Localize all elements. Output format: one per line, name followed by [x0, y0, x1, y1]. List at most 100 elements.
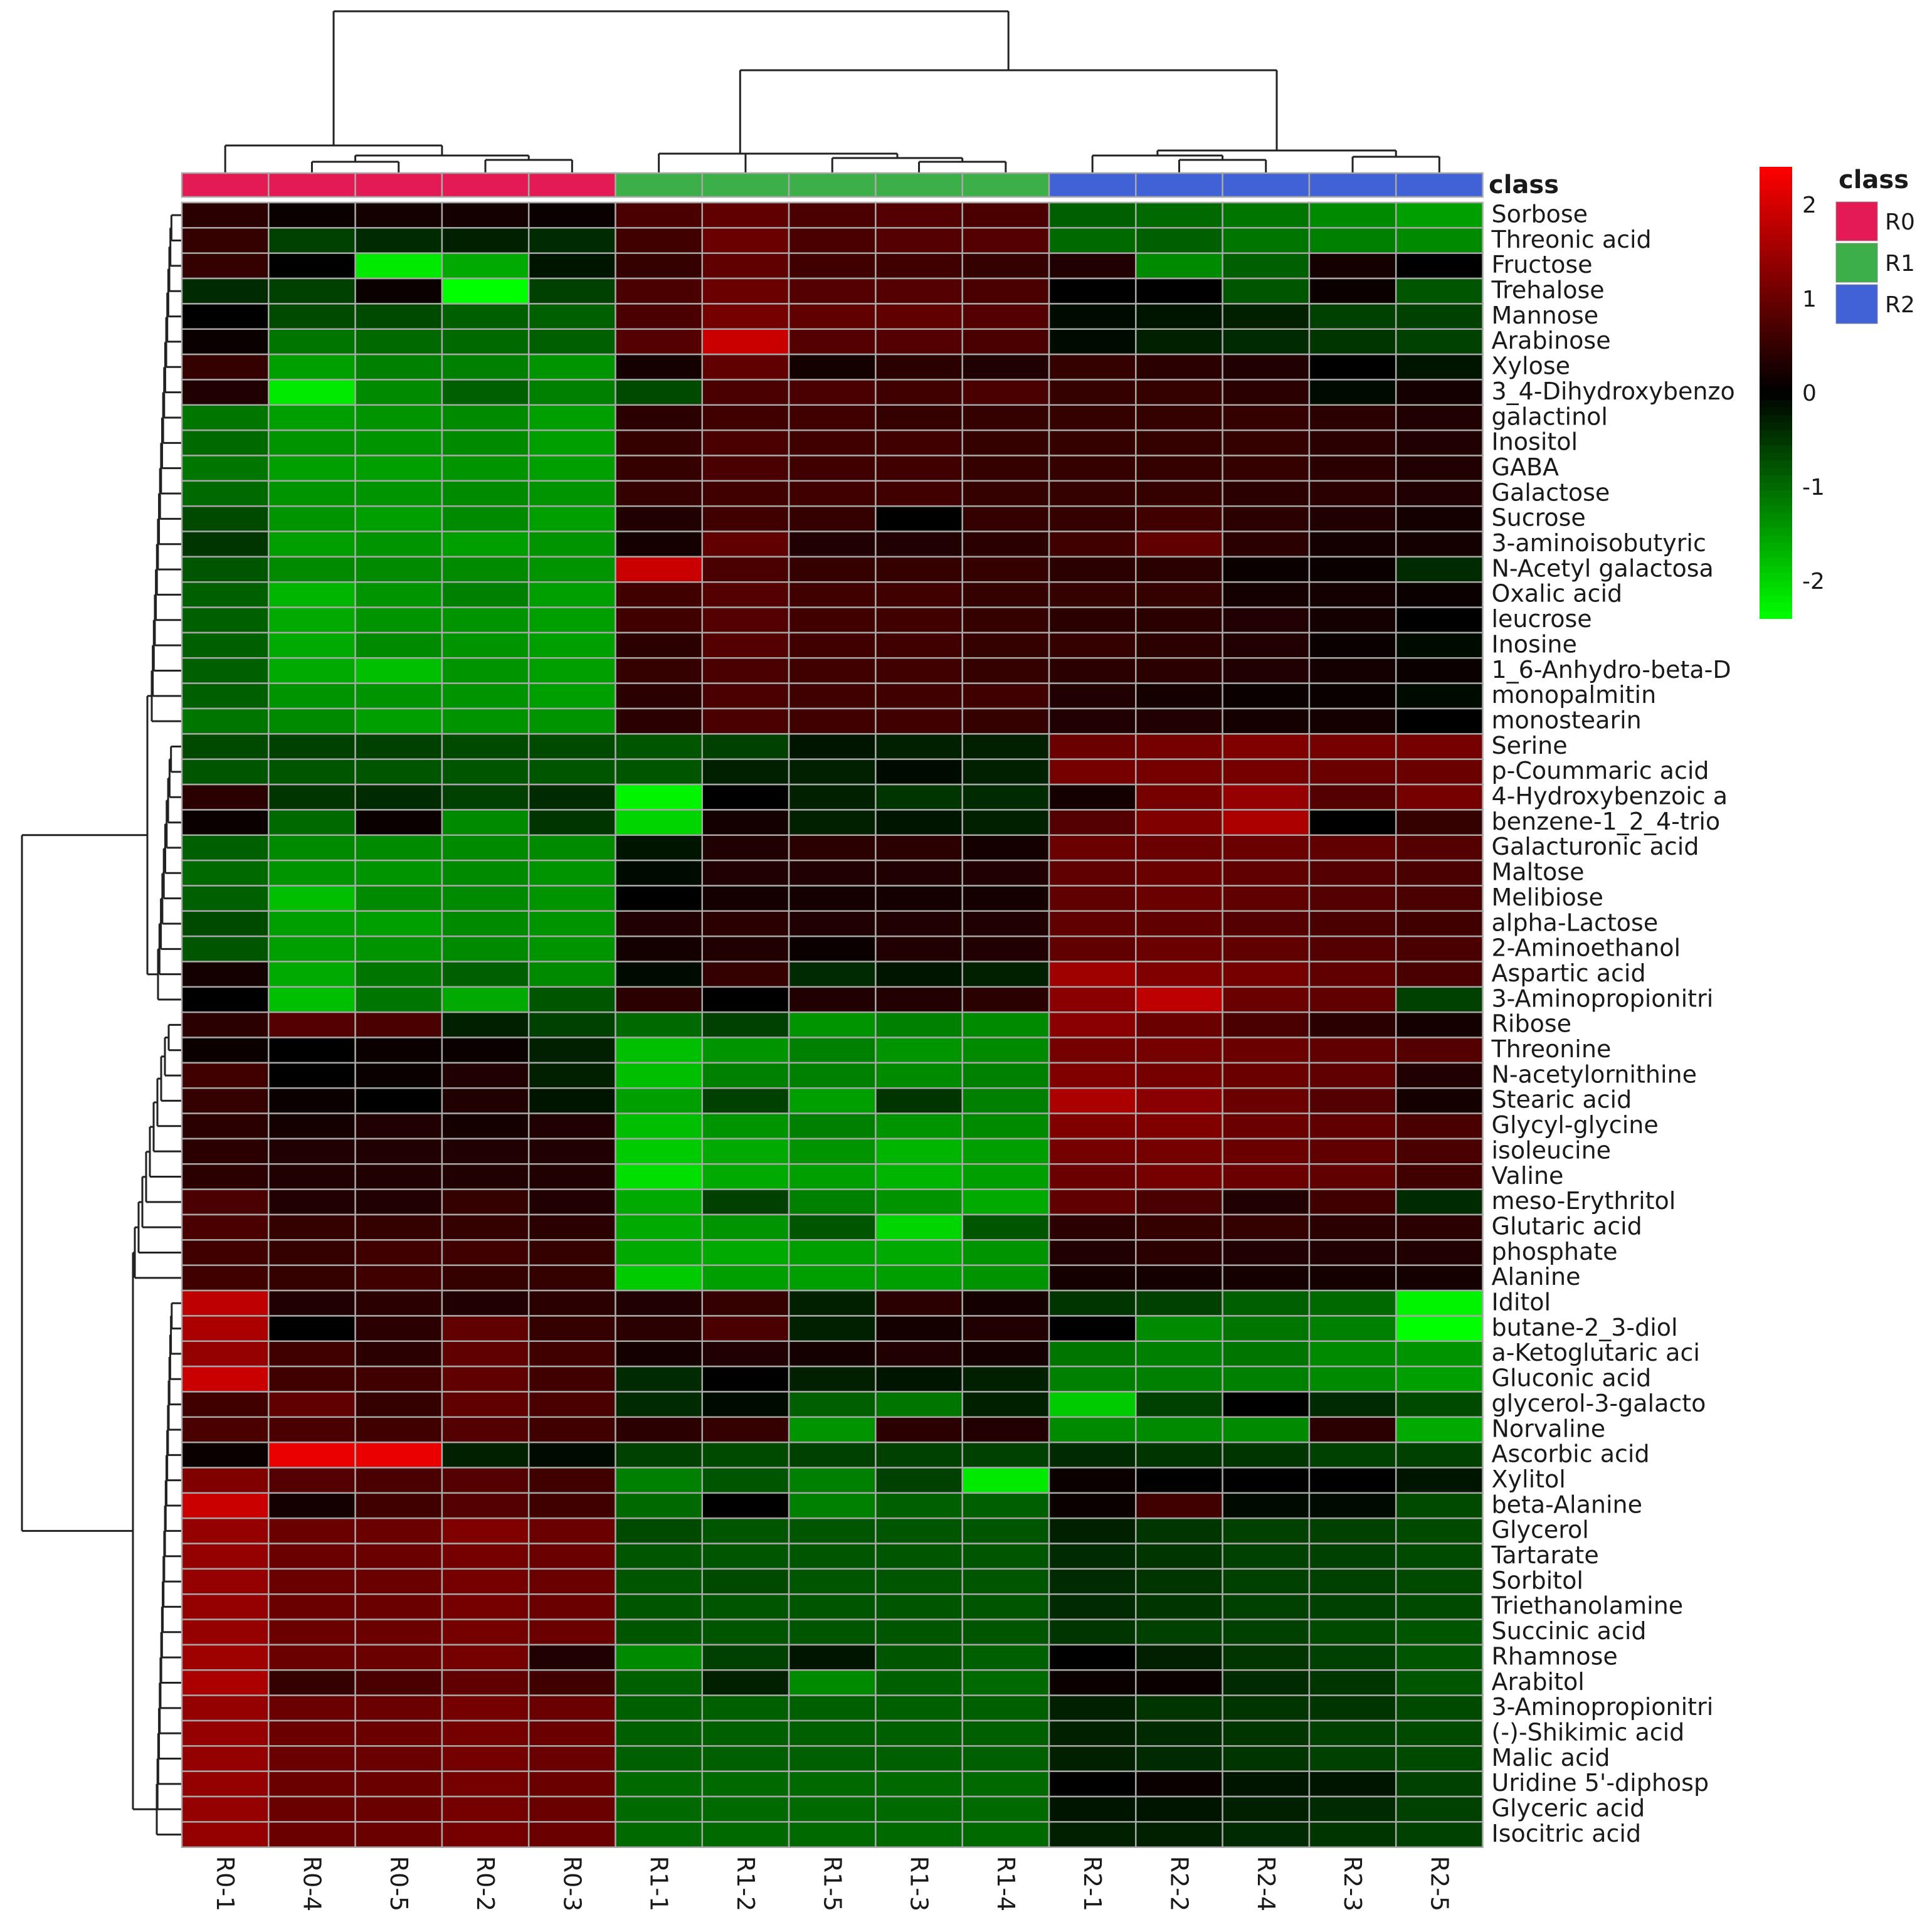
heatmap-cell: [1048, 1062, 1137, 1089]
heatmap-cell: [1395, 834, 1484, 862]
color-scale-segment: [1760, 325, 1792, 333]
heatmap-cell: [1135, 1618, 1223, 1646]
heatmap-cell: [615, 910, 704, 937]
heatmap-cell: [788, 1441, 877, 1469]
heatmap-cell: [268, 1188, 356, 1216]
row-label: 2-Aminoethanol: [1492, 934, 1681, 962]
row-label: Uridine 5'-diphosp: [1492, 1769, 1709, 1797]
heatmap-cell: [701, 758, 790, 786]
heatmap-cell: [1222, 1062, 1311, 1089]
heatmap-cell: [354, 531, 443, 558]
heatmap-cell: [1308, 1011, 1397, 1038]
heatmap-cell: [1135, 1745, 1223, 1772]
heatmap-cell: [181, 1239, 270, 1266]
heatmap-cell: [701, 682, 790, 710]
heatmap-cell: [1135, 1719, 1223, 1747]
heatmap-cell: [701, 1644, 790, 1671]
heatmap-cell: [441, 1593, 530, 1620]
heatmap-cell: [181, 1543, 270, 1570]
heatmap-cell: [788, 1669, 877, 1696]
heatmap-cell: [354, 303, 443, 330]
heatmap-cell: [1135, 1138, 1223, 1165]
heatmap-cell: [1135, 707, 1223, 735]
heatmap-cell: [354, 707, 443, 735]
heatmap-cell: [615, 1795, 704, 1823]
heatmap-cell: [1308, 910, 1397, 937]
row-label: Inosine: [1492, 630, 1577, 658]
heatmap-cell: [961, 657, 1050, 684]
heatmap-cell: [961, 1644, 1050, 1671]
heatmap-cell: [1395, 1416, 1484, 1444]
color-scale-segment: [1760, 536, 1792, 544]
heatmap-cell: [181, 1719, 270, 1747]
heatmap-cell: [701, 531, 790, 558]
heatmap-cell: [1308, 1239, 1397, 1266]
heatmap-cell: [354, 733, 443, 760]
heatmap-cell: [1395, 252, 1484, 280]
heatmap-cell: [181, 1669, 270, 1696]
heatmap-cell: [268, 277, 356, 305]
heatmap-cell: [1135, 1416, 1223, 1444]
heatmap-cell: [701, 252, 790, 280]
heatmap-cell: [875, 1543, 963, 1570]
heatmap-cell: [181, 682, 270, 710]
heatmap-cell: [268, 1112, 356, 1140]
heatmap-cell: [181, 606, 270, 634]
heatmap-cell: [1395, 1745, 1484, 1772]
color-scale-segment: [1760, 558, 1792, 566]
heatmap-cell: [1308, 834, 1397, 862]
heatmap-cell: [527, 1188, 616, 1216]
heatmap-cell: [527, 1441, 616, 1469]
heatmap-cell: [527, 1416, 616, 1444]
heatmap-cell: [615, 1213, 704, 1241]
heatmap-cell: [354, 1745, 443, 1772]
heatmap-cell: [268, 1517, 356, 1544]
heatmap-cell: [961, 1770, 1050, 1798]
heatmap-cell: [1222, 1391, 1311, 1418]
color-scale-segment: [1760, 408, 1792, 416]
heatmap-cell: [527, 277, 616, 305]
row-label: Aspartic acid: [1492, 959, 1646, 987]
heatmap-cell: [268, 733, 356, 760]
heatmap-cell: [1395, 1163, 1484, 1190]
heatmap-cell: [1308, 1163, 1397, 1190]
heatmap-cell: [1395, 277, 1484, 305]
heatmap-cell: [701, 1391, 790, 1418]
heatmap-cell: [961, 1391, 1050, 1418]
heatmap-cell: [788, 809, 877, 837]
heatmap-cell: [1048, 480, 1137, 507]
heatmap-cell: [788, 1517, 877, 1544]
heatmap-cell: [527, 1011, 616, 1038]
heatmap-cell: [181, 581, 270, 608]
heatmap-cell: [1395, 404, 1484, 431]
heatmap-cell: [527, 531, 616, 558]
heatmap-cell: [268, 353, 356, 381]
heatmap-cell: [961, 1365, 1050, 1393]
row-label: (-)-Shikimic acid: [1492, 1718, 1685, 1746]
row-label: Sorbitol: [1492, 1566, 1583, 1594]
row-label: phosphate: [1492, 1238, 1618, 1265]
color-scale-legend: 2 1 0 -1 -2: [1760, 167, 1825, 619]
heatmap-cell: [961, 480, 1050, 507]
heatmap-cell: [1308, 733, 1397, 760]
heatmap-cell: [268, 1340, 356, 1368]
heatmap-cell: [527, 201, 616, 229]
heatmap-cell: [875, 505, 963, 532]
heatmap-cell: [1395, 1011, 1484, 1038]
heatmap-cell: [354, 1416, 443, 1444]
color-scale-segment: [1760, 483, 1792, 491]
heatmap-cell: [788, 1719, 877, 1747]
heatmap-cell: [788, 429, 877, 457]
heatmap-cell: [701, 581, 790, 608]
color-scale-segment: [1760, 250, 1792, 258]
heatmap-cell: [1048, 1795, 1137, 1823]
heatmap-cell: [875, 1163, 963, 1190]
heatmap-cell: [527, 1821, 616, 1848]
heatmap-cell: [701, 1770, 790, 1798]
heatmap-cell: [875, 1416, 963, 1444]
heatmap-cell: [1222, 631, 1311, 659]
heatmap-cell: [181, 1365, 270, 1393]
column-label: R0-3: [558, 1856, 586, 1911]
heatmap-cell: [788, 1037, 877, 1064]
heatmap-cell: [181, 657, 270, 684]
